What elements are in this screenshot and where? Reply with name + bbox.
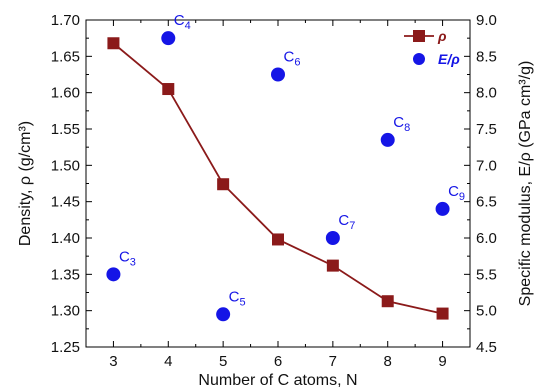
- modulus-point-label: C5: [229, 288, 246, 308]
- y-left-tick-label: 1.55: [51, 121, 80, 138]
- density-point: [381, 295, 394, 308]
- y-left-tick-label: 1.40: [51, 230, 80, 247]
- modulus-point: [435, 201, 450, 216]
- modulus-point-label: C7: [338, 212, 355, 232]
- y-left-axis-title: Density, ρ (g/cm³): [17, 121, 34, 246]
- density-point: [272, 233, 284, 246]
- density-point: [217, 178, 230, 191]
- modulus-point: [106, 267, 121, 282]
- legend-modulus-label: E/ρ: [438, 51, 460, 67]
- y-right-tick-label: 6.5: [476, 194, 497, 211]
- x-axis-title: Number of C atoms, N: [198, 372, 357, 389]
- modulus-point: [161, 31, 176, 46]
- y-right-tick-label: 5.5: [476, 266, 497, 283]
- density-point: [162, 83, 175, 96]
- y-right-tick-label: 5.0: [476, 303, 497, 320]
- y-left-tick-label: 1.50: [51, 157, 80, 174]
- y-right-tick-label: 6.0: [476, 230, 497, 247]
- y-left-tick-label: 1.65: [51, 48, 80, 65]
- x-tick-label: 7: [329, 353, 337, 370]
- y-right-tick-label: 9.0: [476, 12, 497, 29]
- modulus-point-label: C3: [119, 248, 136, 268]
- x-tick-label: 6: [274, 353, 282, 370]
- legend-density-label: ρ: [437, 28, 447, 44]
- y-left-tick-label: 1.60: [51, 85, 80, 102]
- y-left-tick-label: 1.35: [51, 266, 80, 283]
- modulus-point-label: C6: [284, 49, 301, 69]
- density-point: [326, 259, 339, 272]
- y-right-tick-label: 4.5: [476, 339, 497, 356]
- x-tick-label: 3: [109, 353, 117, 370]
- x-tick-label: 4: [164, 353, 172, 370]
- legend-density-marker: [413, 30, 425, 42]
- x-tick-label: 5: [219, 353, 227, 370]
- modulus-point-label: C4: [174, 12, 191, 32]
- modulus-point: [325, 231, 340, 245]
- y-right-tick-label: 7.5: [476, 121, 497, 138]
- y-left-tick-label: 1.45: [51, 194, 80, 211]
- y-right-tick-label: 7.0: [476, 157, 497, 174]
- modulus-point: [380, 132, 395, 147]
- x-tick-label: 8: [384, 353, 392, 370]
- y-right-tick-label: 8.0: [476, 85, 497, 102]
- x-tick-label: 9: [438, 353, 446, 370]
- y-right-tick-label: 8.5: [476, 48, 497, 65]
- legend-modulus-marker: [413, 53, 425, 65]
- density-point: [436, 307, 449, 320]
- y-left-tick-label: 1.70: [51, 12, 80, 29]
- y-left-tick-label: 1.25: [51, 339, 80, 356]
- modulus-point-label: C8: [393, 114, 410, 134]
- modulus-point: [271, 67, 285, 82]
- modulus-point-label: C9: [448, 183, 465, 203]
- y-left-tick-label: 1.30: [51, 303, 80, 320]
- y-right-axis-title: Specific modulus, E/ρ (GPa cm³/g): [517, 61, 534, 307]
- density-point: [107, 37, 120, 50]
- modulus-point: [216, 307, 231, 322]
